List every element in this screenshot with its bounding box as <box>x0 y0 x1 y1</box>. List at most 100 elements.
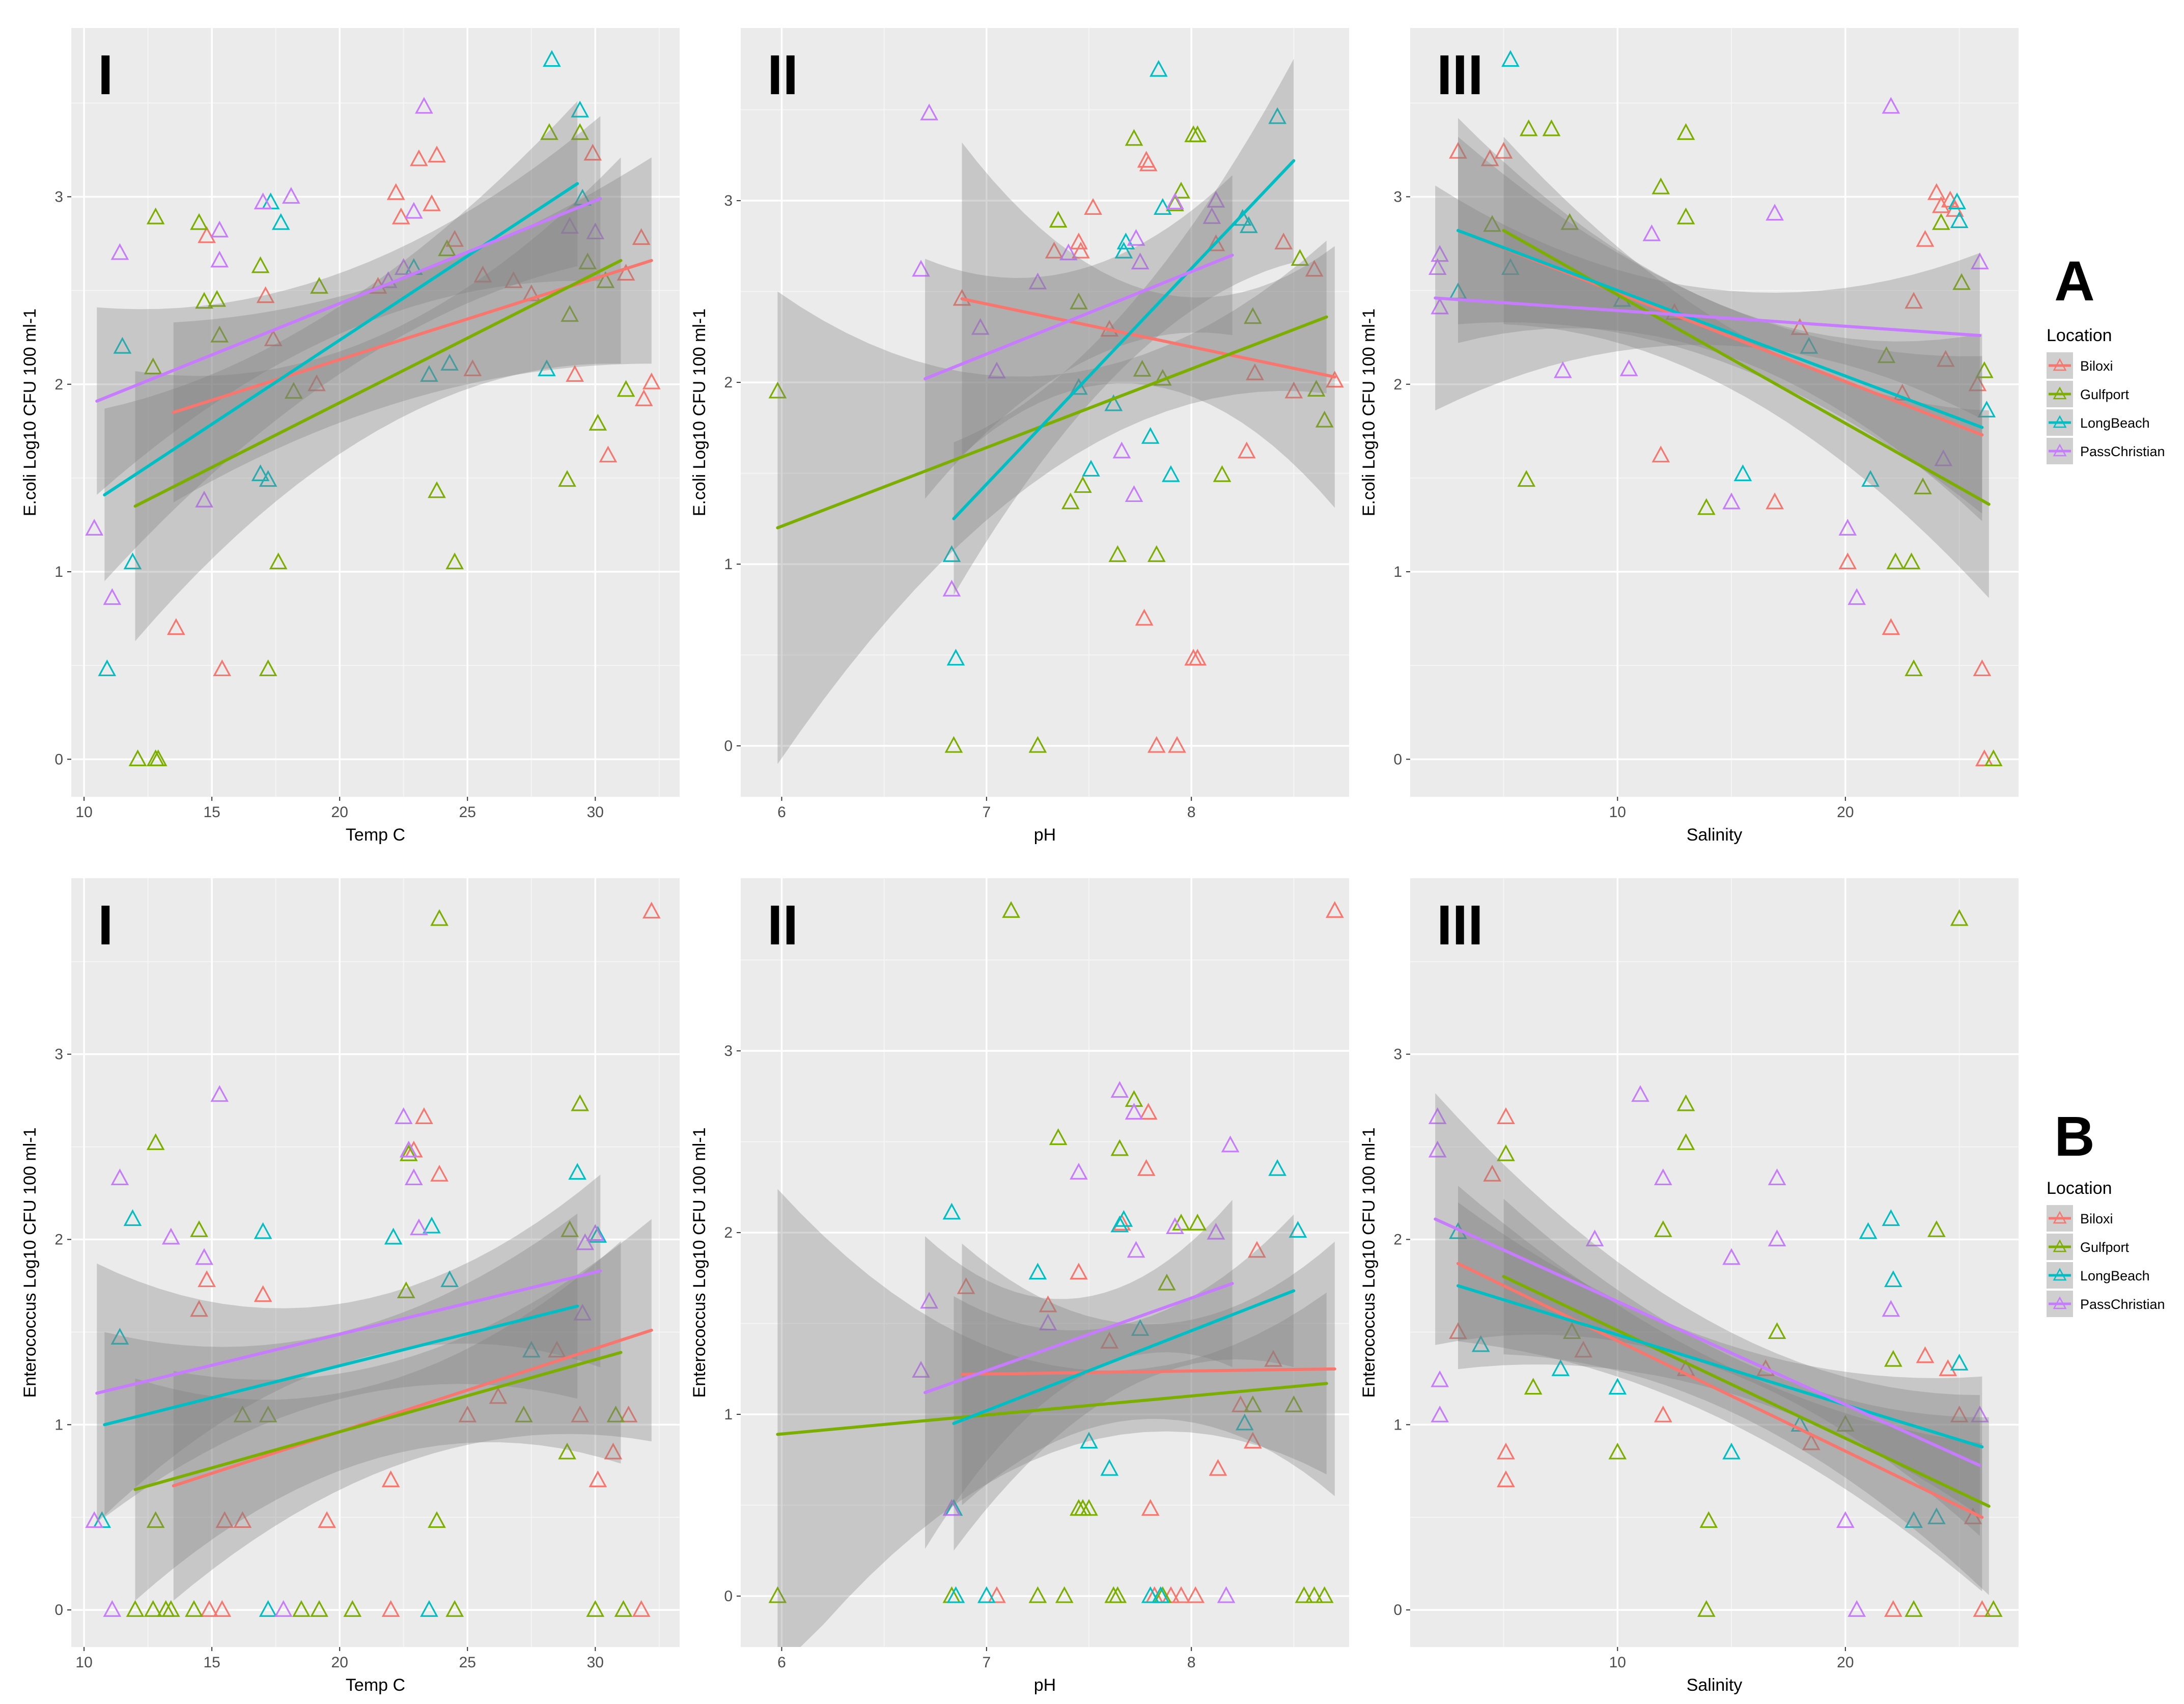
point-biloxi <box>599 445 618 463</box>
point-longbeach <box>1950 211 1969 228</box>
point-passchristian <box>1059 243 1078 261</box>
point-biloxi <box>1246 363 1264 380</box>
point-longbeach <box>589 1225 607 1243</box>
x-tick-label: 8 <box>1187 804 1196 821</box>
point-gulfport <box>1188 125 1207 143</box>
point-longbeach <box>271 213 290 230</box>
point-gulfport <box>1676 123 1695 140</box>
x-tick-label: 25 <box>459 1654 476 1671</box>
point-biloxi <box>1483 1164 1502 1182</box>
y-tick-label: 0 <box>54 751 63 768</box>
point-passchristian <box>1110 1081 1129 1098</box>
point-gulfport <box>1305 1586 1324 1603</box>
point-gulfport <box>445 1600 464 1617</box>
point-longbeach <box>942 545 961 562</box>
point-longbeach <box>1950 1353 1969 1371</box>
point-gulfport <box>1697 498 1716 515</box>
legend-label-longbeach: LongBeach <box>2080 1268 2150 1283</box>
x-tick-label: 8 <box>1187 1654 1196 1671</box>
point-passchristian <box>1971 1405 1989 1422</box>
point-gulfport <box>259 1405 277 1422</box>
point-gulfport <box>1061 492 1080 510</box>
point-longbeach <box>1149 60 1168 77</box>
point-biloxi <box>1070 1263 1088 1280</box>
y-tick-label: 2 <box>54 376 63 393</box>
point-biloxi <box>1100 1331 1119 1349</box>
point-passchristian <box>1585 1230 1604 1247</box>
point-biloxi <box>634 389 653 406</box>
point-biloxi <box>1973 659 1992 677</box>
point-biloxi <box>409 149 428 166</box>
point-gulfport <box>1562 1322 1581 1339</box>
point-longbeach <box>1501 258 1520 275</box>
point-gulfport <box>1483 215 1502 232</box>
point-biloxi <box>1802 1433 1821 1450</box>
point-passchristian <box>254 192 272 210</box>
point-biloxi <box>583 144 602 161</box>
point-biloxi <box>198 226 216 243</box>
y-tick-label: 2 <box>724 1224 733 1241</box>
point-gulfport <box>1952 273 1971 290</box>
panel-tag: II <box>767 44 798 106</box>
point-biloxi <box>381 1470 400 1488</box>
y-axis-title: Enterococcus Log10 CFU 100 ml-1 <box>1359 1127 1379 1398</box>
point-biloxi <box>1905 292 1923 309</box>
point-gulfport <box>1768 1322 1786 1339</box>
x-axis-title: Temp C <box>346 825 405 845</box>
point-gulfport <box>1950 909 1969 926</box>
point-gulfport <box>1676 1133 1695 1150</box>
point-biloxi <box>1790 318 1809 335</box>
point-gulfport <box>1699 1511 1718 1528</box>
confidence-band-gulfport <box>135 157 621 641</box>
point-gulfport <box>1133 359 1152 377</box>
point-gulfport <box>161 1600 180 1617</box>
confidence-band-longbeach <box>1458 118 1982 521</box>
y-tick-label: 2 <box>1393 1232 1402 1248</box>
y-tick-label: 2 <box>724 374 733 391</box>
point-longbeach <box>1114 1210 1133 1227</box>
point-gulfport <box>185 1600 203 1617</box>
point-longbeach <box>1859 1222 1878 1239</box>
point-gulfport <box>1975 361 1994 378</box>
point-biloxi <box>1916 230 1935 247</box>
point-gulfport <box>208 290 227 307</box>
confidence-band-passchristian <box>97 116 601 495</box>
point-passchristian <box>920 103 939 121</box>
point-passchristian <box>942 1499 961 1516</box>
panel-tag: II <box>767 894 798 957</box>
point-gulfport <box>1884 1350 1902 1367</box>
point-gulfport <box>1002 901 1020 918</box>
point-gulfport <box>1074 476 1092 493</box>
point-biloxi <box>1916 1346 1935 1363</box>
y-axis-title: E.coli Log10 CFU 100 ml-1 <box>690 309 709 516</box>
panel-a-ii: 6 7 8 0 1 2 3 pH E.coli Log10 CFU 100 ml-1 II <box>690 28 1349 845</box>
point-biloxi <box>213 659 232 677</box>
point-passchristian <box>1553 361 1572 378</box>
point-gulfport <box>399 1144 418 1161</box>
point-passchristian <box>1847 588 1866 605</box>
point-gulfport <box>1697 1600 1716 1617</box>
point-longbeach <box>251 464 270 482</box>
point-gulfport <box>1927 1220 1946 1237</box>
point-passchristian <box>1654 1168 1672 1186</box>
point-biloxi <box>198 1270 216 1288</box>
point-biloxi <box>458 1405 477 1422</box>
y-tick-label: 0 <box>1393 751 1402 768</box>
point-passchristian <box>195 1248 213 1265</box>
point-biloxi <box>307 374 326 392</box>
point-gulfport <box>126 1600 145 1617</box>
point-gulfport <box>1560 213 1579 230</box>
point-longbeach <box>1110 1215 1129 1233</box>
point-longbeach <box>543 50 561 67</box>
y-tick-label: 1 <box>724 556 733 573</box>
fit-line-biloxi <box>1456 1262 1984 1519</box>
fit-line-longbeach <box>1456 229 1984 429</box>
point-longbeach <box>123 1209 142 1226</box>
x-axis-title: Salinity <box>1687 825 1743 845</box>
point-gulfport <box>343 1600 362 1617</box>
point-gulfport <box>146 207 165 225</box>
fit-line-passchristian <box>1434 1217 1981 1467</box>
point-gulfport <box>1307 380 1326 397</box>
point-gulfport <box>144 357 162 375</box>
y-axis-title: E.coli Log10 CFU 100 ml-1 <box>1359 309 1379 516</box>
